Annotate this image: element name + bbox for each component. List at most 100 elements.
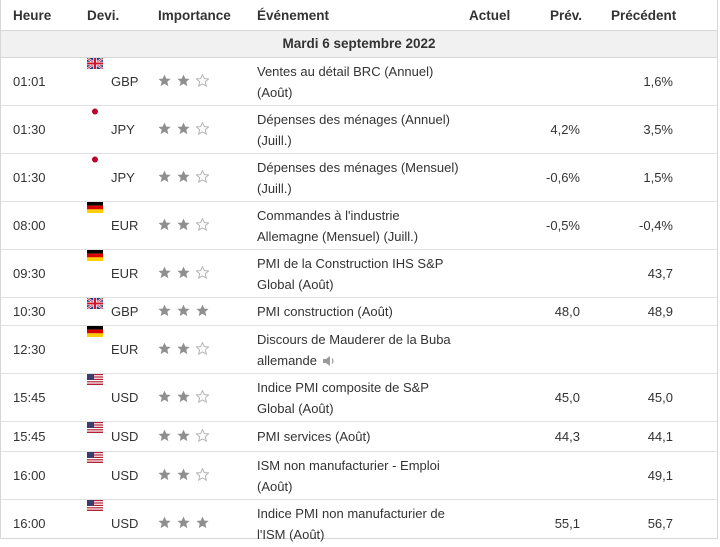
table-row[interactable]: 01:30 JPY Dépenses des ménages (Mensuel) (…: [1, 154, 717, 202]
event-name-text: PMI services (Août): [257, 429, 371, 444]
star-filled-icon: [177, 218, 190, 234]
event-name[interactable]: Indice PMI composite de S&P Global (Août…: [257, 374, 462, 421]
star-filled-icon: [196, 304, 209, 320]
star-empty-icon: [196, 217, 209, 234]
event-previous: 3,5%: [643, 122, 673, 137]
usa-flag-icon: [87, 374, 103, 385]
star-filled-icon: [158, 122, 171, 138]
event-name[interactable]: Commandes à l'industrie Allemagne (Mensu…: [257, 202, 462, 249]
star-empty-icon: [196, 467, 209, 484]
event-time: 16:00: [13, 468, 46, 483]
japan-flag-icon: [87, 154, 103, 165]
event-previous: 1,5%: [643, 170, 673, 185]
star-filled-icon: [177, 122, 190, 138]
event-name[interactable]: PMI services (Août): [257, 422, 462, 451]
event-currency: USD: [111, 429, 139, 444]
event-time: 01:01: [13, 74, 46, 89]
event-previous: 43,7: [647, 266, 673, 281]
event-name[interactable]: Dépenses des ménages (Annuel) (Juill.): [257, 106, 462, 153]
event-name-text: Dépenses des ménages (Mensuel) (Juill.): [257, 159, 459, 196]
event-list: 01:01 GBP Ventes au détail BRC (Annuel) (A…: [1, 58, 717, 547]
japan-flag-icon: [87, 106, 103, 117]
event-currency: EUR: [111, 218, 139, 233]
star-filled-icon: [177, 266, 190, 282]
star-filled-icon: [196, 516, 209, 532]
event-name[interactable]: Dépenses des ménages (Mensuel) (Juill.): [257, 154, 462, 201]
importance-stars: [158, 106, 209, 153]
star-filled-icon: [158, 304, 171, 320]
germany-flag-icon: [87, 202, 103, 213]
star-filled-icon: [177, 74, 190, 90]
star-filled-icon: [158, 218, 171, 234]
table-row[interactable]: 08:00 EUR Commandes à l'industrie Allemagn…: [1, 202, 717, 250]
table-row[interactable]: 16:00 USD Indice PMI non manufacturier de …: [1, 500, 717, 547]
event-previous: 56,7: [647, 516, 673, 531]
table-row[interactable]: 10:30 GBP PMI construction (Août) 48,0 48,9: [1, 298, 717, 326]
header-forecast[interactable]: Prév.: [550, 8, 583, 23]
importance-stars: [158, 298, 209, 325]
event-time: 09:30: [13, 266, 46, 281]
header-time[interactable]: Heure: [13, 8, 52, 23]
star-filled-icon: [158, 342, 171, 358]
event-previous: 44,1: [647, 429, 673, 444]
star-filled-icon: [177, 429, 190, 445]
header-importance[interactable]: Importance: [158, 8, 231, 23]
star-filled-icon: [158, 516, 171, 532]
event-currency: GBP: [111, 74, 139, 89]
event-currency: JPY: [111, 170, 135, 185]
star-filled-icon: [158, 74, 171, 90]
event-name-text: Dépenses des ménages (Annuel) (Juill.): [257, 111, 450, 148]
star-empty-icon: [196, 265, 209, 282]
event-forecast: 44,3: [554, 429, 580, 444]
star-filled-icon: [177, 468, 190, 484]
event-name-text: ISM non manufacturier - Emploi (Août): [257, 457, 440, 494]
header-currency[interactable]: Devi.: [87, 8, 120, 23]
event-name-text: Indice PMI composite de S&P Global (Août…: [257, 379, 429, 416]
event-time: 10:30: [13, 304, 46, 319]
star-empty-icon: [196, 73, 209, 90]
event-name[interactable]: PMI construction (Août): [257, 298, 462, 325]
table-row[interactable]: 15:45 USD PMI services (Août) 44,3 44,1: [1, 422, 717, 452]
usa-flag-icon: [87, 422, 103, 433]
header-actual[interactable]: Actuel: [469, 8, 511, 23]
event-forecast: 4,2%: [550, 122, 580, 137]
importance-stars: [158, 202, 209, 249]
table-row[interactable]: 01:01 GBP Ventes au détail BRC (Annuel) (A…: [1, 58, 717, 106]
event-time: 08:00: [13, 218, 46, 233]
event-currency: JPY: [111, 122, 135, 137]
importance-stars: [158, 326, 209, 373]
event-time: 12:30: [13, 342, 46, 357]
date-row: Mardi 6 septembre 2022: [1, 30, 717, 58]
germany-flag-icon: [87, 326, 103, 337]
event-previous: 49,1: [647, 468, 673, 483]
importance-stars: [158, 374, 209, 421]
event-name[interactable]: Ventes au détail BRC (Annuel) (Août): [257, 58, 462, 105]
event-time: 01:30: [13, 170, 46, 185]
table-row[interactable]: 09:30 EUR PMI de la Construction IHS S&P G…: [1, 250, 717, 298]
table-row[interactable]: 15:45 USD Indice PMI composite de S&P Glob…: [1, 374, 717, 422]
event-previous: 45,0: [647, 390, 673, 405]
star-empty-icon: [196, 389, 209, 406]
star-filled-icon: [177, 342, 190, 358]
event-name[interactable]: ISM non manufacturier - Emploi (Août): [257, 452, 462, 499]
table-row[interactable]: 12:30 EUR Discours de Mauderer de la Buba …: [1, 326, 717, 374]
event-name-text: Discours de Mauderer de la Buba allemand…: [257, 331, 451, 368]
header-event[interactable]: Événement: [257, 8, 330, 23]
speaker-icon[interactable]: [317, 353, 336, 368]
event-name-text: Ventes au détail BRC (Annuel) (Août): [257, 63, 434, 100]
event-currency: EUR: [111, 342, 139, 357]
header-previous[interactable]: Précédent: [611, 8, 677, 23]
importance-stars: [158, 422, 209, 451]
table-row[interactable]: 01:30 JPY Dépenses des ménages (Annuel) (J…: [1, 106, 717, 154]
table-row[interactable]: 16:00 USD ISM non manufacturier - Emploi (…: [1, 452, 717, 500]
star-empty-icon: [196, 428, 209, 445]
event-name[interactable]: Indice PMI non manufacturier de l'ISM (A…: [257, 500, 462, 547]
event-name[interactable]: Discours de Mauderer de la Buba allemand…: [257, 326, 462, 373]
event-name-text: PMI construction (Août): [257, 304, 393, 319]
uk-flag-icon: [87, 298, 103, 309]
uk-flag-icon: [87, 58, 103, 69]
event-name[interactable]: PMI de la Construction IHS S&P Global (A…: [257, 250, 462, 297]
star-filled-icon: [177, 170, 190, 186]
event-name-text: Commandes à l'industrie Allemagne (Mensu…: [257, 207, 419, 244]
